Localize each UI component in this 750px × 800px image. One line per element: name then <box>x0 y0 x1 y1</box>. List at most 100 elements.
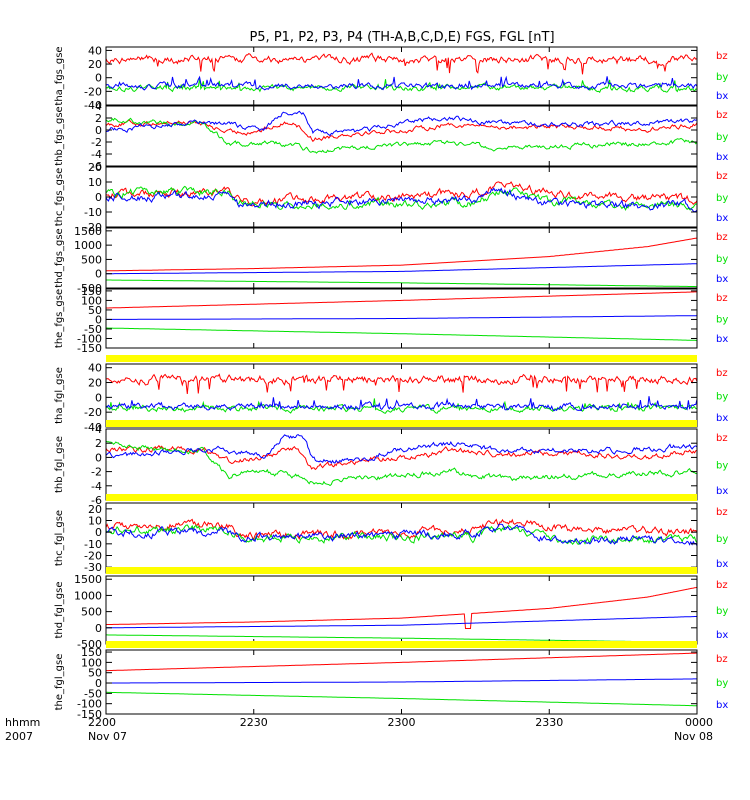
y-tick-label: 0 <box>95 622 102 635</box>
y-tick-label: 1000 <box>74 589 102 602</box>
x-tick-date-label: Nov 08 <box>674 730 713 743</box>
y-tick-label: 0 <box>95 191 102 204</box>
legend-bx: bx <box>716 213 728 224</box>
panel-frame <box>105 363 698 428</box>
y-tick-label: -100 <box>77 698 102 711</box>
y-tick-label: -10 <box>84 206 102 219</box>
y-tick-label: 0 <box>95 268 102 281</box>
legend-bz: bz <box>716 171 728 182</box>
y-tick-label: 4 <box>95 100 102 113</box>
series-bx-line <box>105 75 698 91</box>
legend-by: by <box>716 315 728 326</box>
legend-bz: bz <box>716 368 728 379</box>
y-tick-label: -40 <box>84 99 102 112</box>
panel-thd_fgl_gse: -500 0 500 1000 1500 thd_fgl_gse bz by bx <box>54 567 728 651</box>
y-tick-label: -2 <box>91 466 102 479</box>
y-tick-label: -150 <box>77 708 102 721</box>
y-axis-label: thc_fgl_gse <box>54 510 65 566</box>
data-gap-bar <box>106 355 697 362</box>
y-tick-label: -20 <box>84 85 102 98</box>
y-tick-label: 2 <box>95 437 102 450</box>
legend-bx: bx <box>716 152 728 163</box>
y-tick-label: 150 <box>81 285 102 298</box>
legend-bz: bz <box>716 110 728 121</box>
series-by-line <box>105 524 698 545</box>
y-tick-label: 0 <box>95 391 102 404</box>
series-bz-line <box>106 291 697 309</box>
legend-bx: bx <box>716 274 728 285</box>
y-tick-label: -4 <box>91 480 102 493</box>
y-tick-label: 500 <box>81 253 102 266</box>
y-tick-label: 1500 <box>74 225 102 238</box>
series-bx-line <box>105 523 698 547</box>
series-bz-line <box>105 444 698 471</box>
series-bz-line <box>106 652 697 672</box>
series-bz-line <box>105 373 698 394</box>
series-bx-line <box>106 263 697 275</box>
panel-tha_fgl_gse: -40 -20 020 40 tha_fgl_gse bz by bx <box>54 355 728 434</box>
series-bx-line <box>105 315 698 320</box>
y-tick-label: -20 <box>84 406 102 419</box>
y-tick-label: 20 <box>88 377 102 390</box>
legend-bx: bx <box>716 486 728 497</box>
legend-bz: bz <box>716 580 728 591</box>
series-by-line <box>105 185 698 211</box>
y-tick-label: -40 <box>84 421 102 434</box>
y-tick-label: 0 <box>95 72 102 85</box>
y-tick-label: -50 <box>84 323 102 336</box>
y-tick-label: 50 <box>88 304 102 317</box>
y-axis-label: thd_fgl_gse <box>54 582 65 639</box>
y-tick-label: 0 <box>95 451 102 464</box>
x-tick-label: 2200 <box>88 716 116 729</box>
panel-thb_fgl_gse: -6-4-2 024 thb_fgl_gse bz by bx <box>54 420 728 507</box>
y-tick-label: -4 <box>91 148 102 161</box>
x-tick-label: 2300 <box>388 716 416 729</box>
data-gap-bar <box>106 420 697 427</box>
y-tick-label: -30 <box>84 561 102 574</box>
y-axis-label: tha_fgs_gse <box>54 46 65 105</box>
legend-bx: bx <box>716 630 728 641</box>
series-bx-line <box>105 396 698 412</box>
legend-bx: bx <box>716 91 728 102</box>
y-axis-label: thb_fgl_gse <box>54 436 65 493</box>
y-tick-label: -500 <box>77 282 102 295</box>
y-tick-label: 100 <box>81 294 102 307</box>
panel-frame <box>105 46 698 106</box>
y-tick-label: 20 <box>88 503 102 516</box>
series-bz-line <box>105 52 698 75</box>
y-tick-label: 1500 <box>74 573 102 586</box>
series-by-line <box>106 279 697 288</box>
legend-by: by <box>716 132 728 143</box>
series-bx-line <box>105 110 698 137</box>
legend-bz: bz <box>716 232 728 243</box>
x-tick-label: 0000 <box>685 716 713 729</box>
series-bx-line <box>106 616 697 629</box>
y-tick-label: 2 <box>95 112 102 125</box>
y-tick-label: 10 <box>88 515 102 528</box>
panel-frame <box>105 105 698 167</box>
series-bz-line <box>105 518 698 541</box>
legend-by: by <box>716 606 728 617</box>
series-bz-line <box>105 181 698 207</box>
legend-by: by <box>716 254 728 265</box>
panel-frame <box>105 428 698 501</box>
legend-bz: bz <box>716 654 728 665</box>
y-axis-label: thd_fgs_gse <box>54 228 65 287</box>
legend-bx: bx <box>716 413 728 424</box>
y-tick-label: 150 <box>81 646 102 659</box>
series-by-line <box>106 691 697 707</box>
y-tick-label: 20 <box>88 58 102 71</box>
y-tick-label: -2 <box>91 136 102 149</box>
y-axis-label: the_fgl_gse <box>54 654 65 711</box>
x-tick-label: 2330 <box>535 716 563 729</box>
series-by-line <box>105 440 698 487</box>
legend-by: by <box>716 678 728 689</box>
y-tick-label: 40 <box>88 44 102 57</box>
time-axis-label-hhmm: hhmm <box>5 716 40 729</box>
